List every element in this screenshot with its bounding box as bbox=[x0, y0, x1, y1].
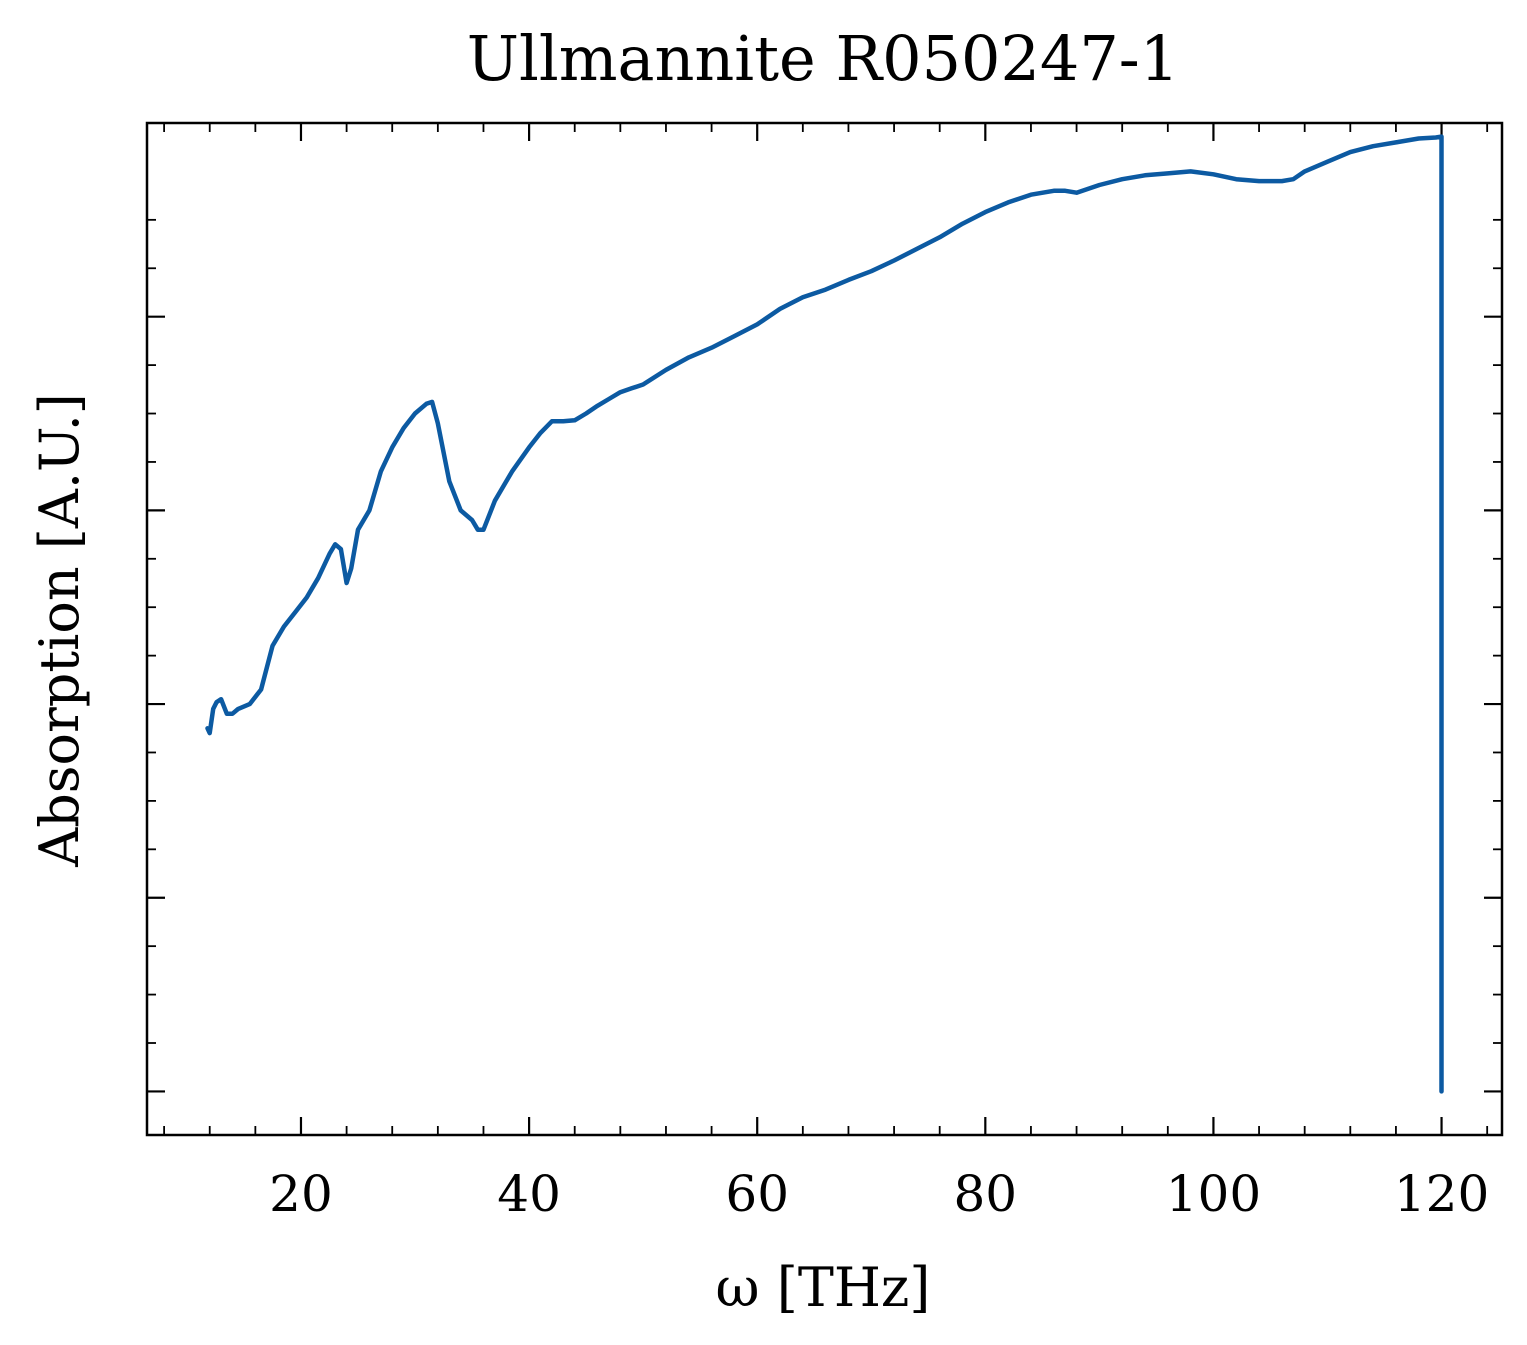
x-tick-label: 60 bbox=[725, 1165, 789, 1223]
y-axis-minor-ticks bbox=[147, 218, 1502, 1044]
x-tick-label: 120 bbox=[1394, 1165, 1489, 1223]
x-tick-label: 40 bbox=[497, 1165, 561, 1223]
x-tick-label: 80 bbox=[954, 1165, 1018, 1223]
x-tick-label: 100 bbox=[1166, 1165, 1261, 1223]
x-axis-minor-ticks bbox=[163, 123, 1489, 1135]
x-axis-major-ticks bbox=[299, 123, 1443, 1135]
y-axis-major-ticks bbox=[147, 315, 1502, 1093]
y-axis-label: Absorption [A.U.] bbox=[28, 393, 91, 868]
plot-frame bbox=[145, 121, 1504, 1137]
chart-title: Ullmannite R050247-1 bbox=[467, 22, 1179, 95]
x-tick-labels: 20 40 60 80 100 120 bbox=[269, 1165, 1489, 1223]
x-tick-label: 20 bbox=[269, 1165, 333, 1223]
x-axis-label: ω [THz] bbox=[716, 1256, 931, 1319]
series-line bbox=[205, 134, 1444, 1094]
